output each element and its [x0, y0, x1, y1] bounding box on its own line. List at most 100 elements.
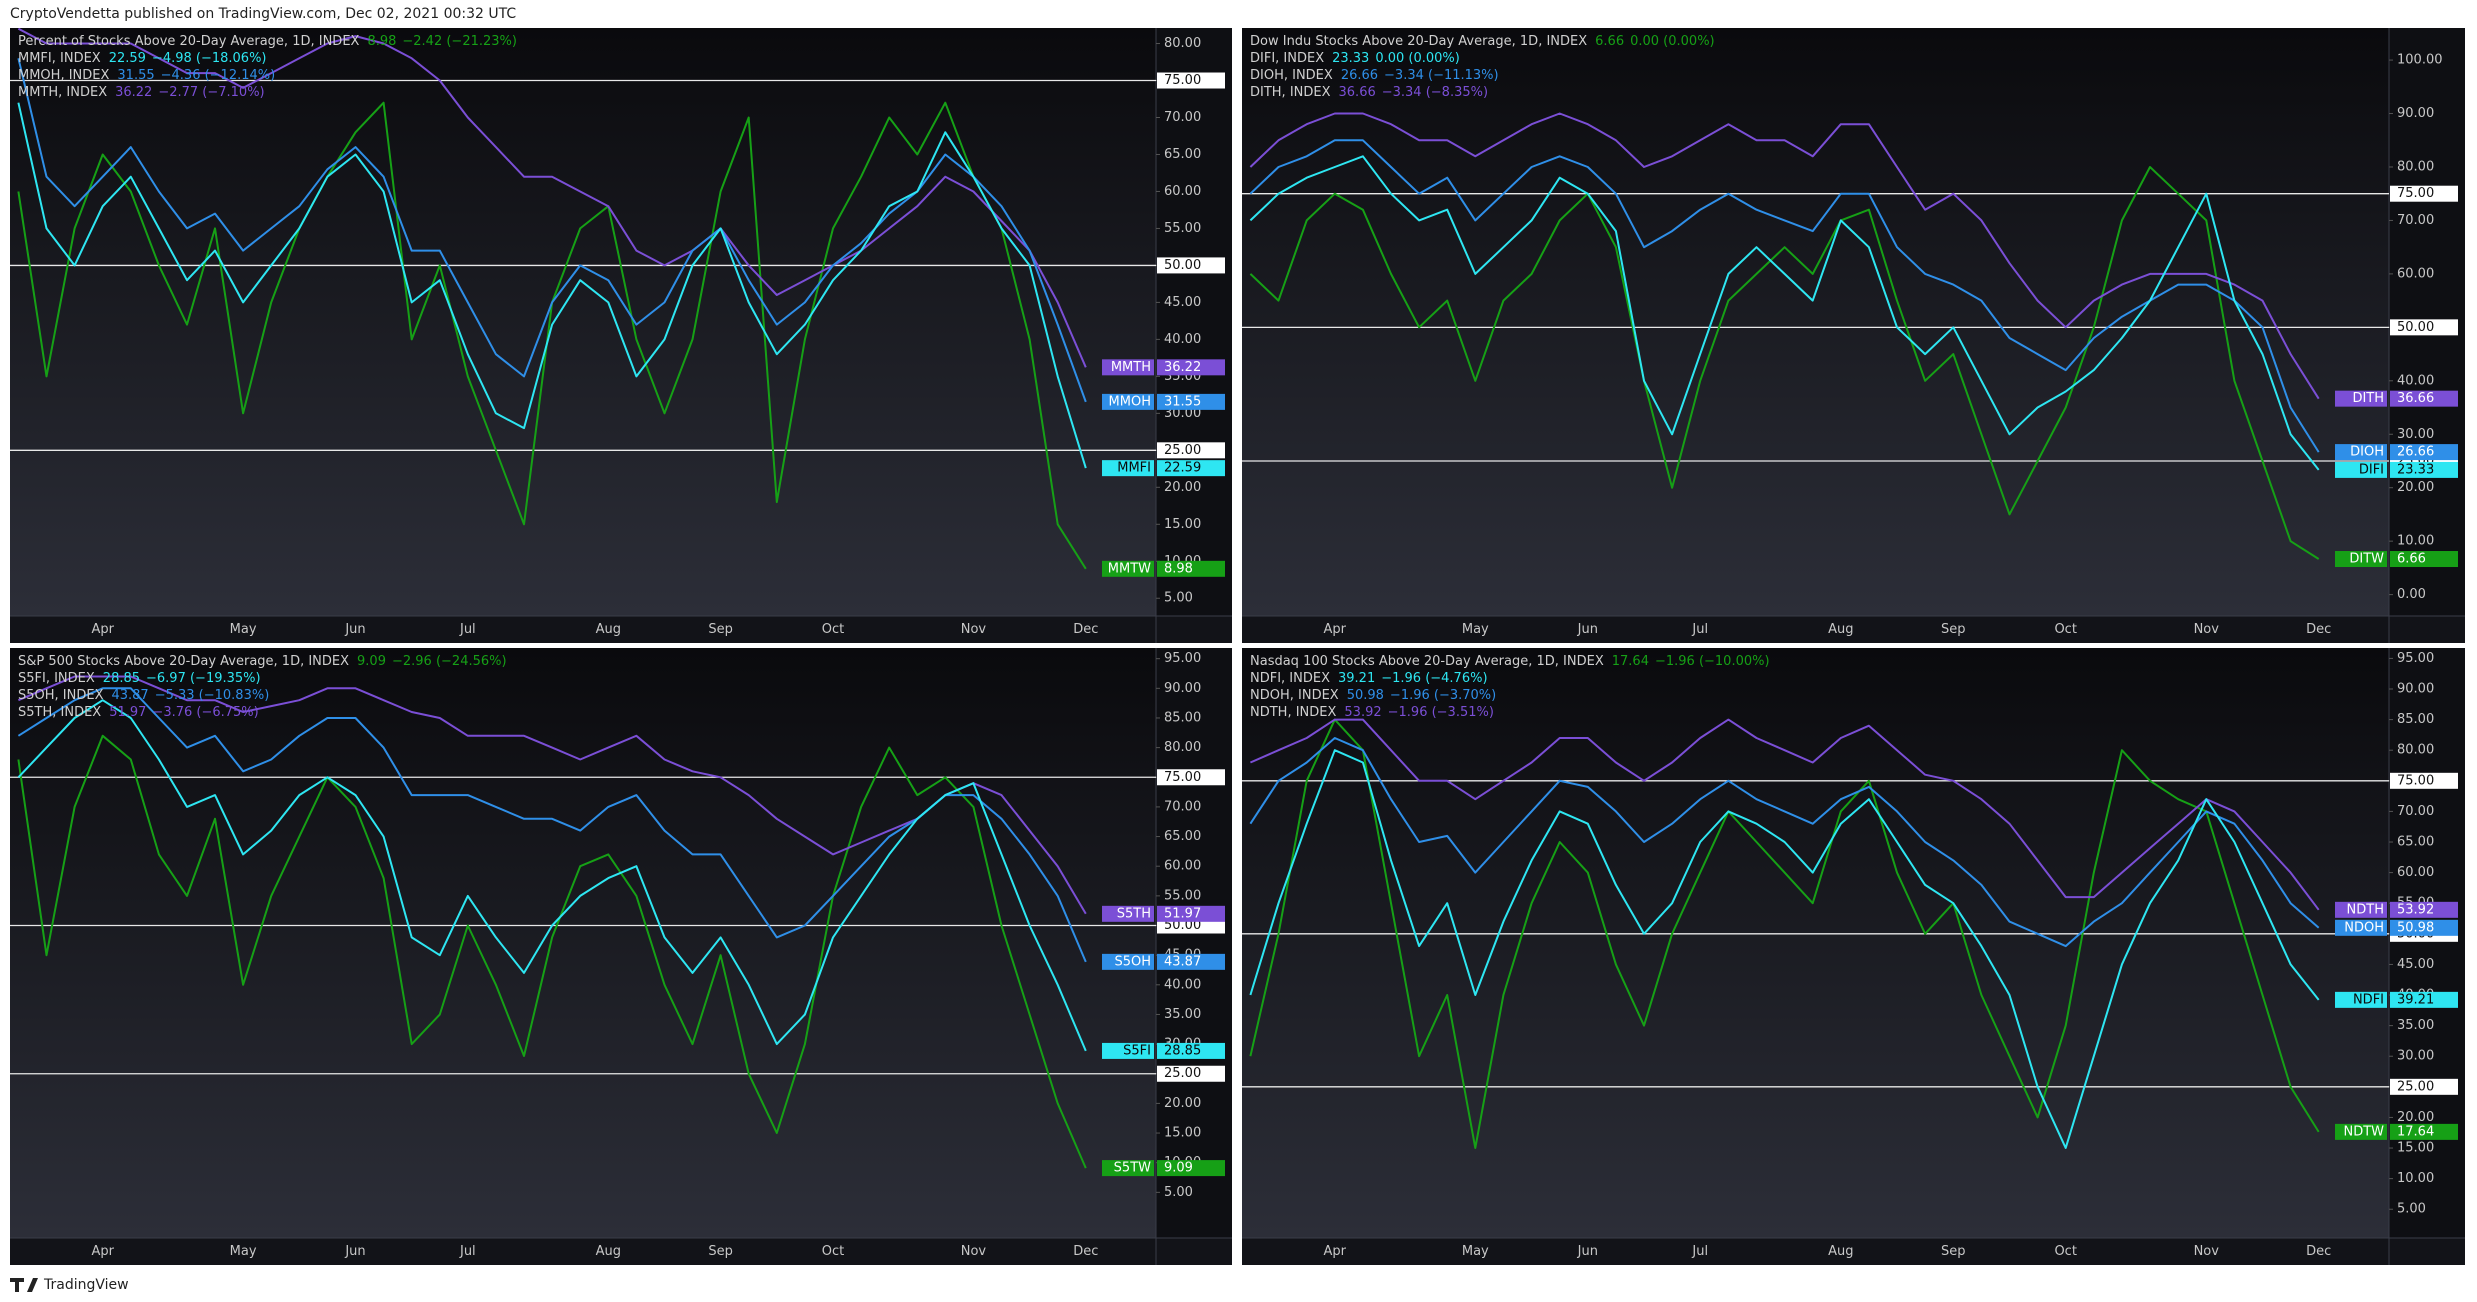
x-tick-label: Jul [1691, 622, 1708, 637]
legend-entry: NDOH, INDEX 50.98 −1.96 (−3.70%) [1250, 688, 1496, 703]
legend-change: −1.96 (−3.70%) [1390, 688, 1496, 703]
x-tick-label: May [1462, 622, 1489, 637]
series-line [1249, 112, 2320, 400]
y-tick-label: 60.00 [1164, 859, 1201, 874]
legend-change: −3.34 (−8.35%) [1382, 85, 1488, 100]
name-tag [2335, 461, 2387, 478]
name-tag [1102, 393, 1154, 410]
value-tag-label: 9.09 [1164, 1161, 1193, 1176]
series-line [18, 675, 1087, 915]
legend-value: 26.66 [1341, 68, 1378, 83]
plot-background [10, 28, 1156, 616]
legend-name: NDTH, INDEX [1250, 705, 1336, 720]
line-tag [1157, 769, 1225, 786]
legend-name: S5FI, INDEX [18, 671, 95, 686]
name-tag-label: MMTW [1108, 561, 1151, 576]
value-tag-label: 39.21 [2397, 992, 2434, 1007]
value-tag-label: 50.98 [2397, 920, 2434, 935]
y-tick-label: 0.00 [2397, 587, 2426, 602]
name-tag [1102, 460, 1154, 477]
legend-change: −4.98 (−18.06%) [152, 51, 267, 66]
y-tick-label: 70.00 [1164, 110, 1201, 125]
x-tick-label: Jun [1577, 622, 1598, 637]
line-tag-label: 50.00 [2397, 320, 2434, 335]
legend-value: 51.97 [109, 705, 146, 720]
line-tag-label: 75.00 [1164, 770, 1201, 785]
x-tick-label: Apr [1324, 622, 1347, 637]
legend-change: −1.96 (−10.00%) [1655, 654, 1770, 669]
time-axis [10, 1238, 1232, 1265]
value-tag [1157, 1160, 1225, 1177]
y-tick-label: 60.00 [2397, 266, 2434, 281]
legend-name: MMFI, INDEX [18, 51, 101, 66]
name-tag [2335, 390, 2387, 407]
legend-change: −6.97 (−19.35%) [146, 671, 261, 686]
legend-value: 50.98 [1347, 688, 1384, 703]
legend-change: −2.77 (−7.10%) [158, 85, 264, 100]
footer-logo [10, 1278, 38, 1292]
value-tag-label: 51.97 [1164, 906, 1201, 921]
name-tag-label: DITH [2352, 391, 2384, 406]
name-tag-label: DIOH [2350, 445, 2384, 460]
x-tick-label: Dec [1073, 622, 1098, 637]
value-tag-label: 36.66 [2397, 391, 2434, 406]
series-line [1249, 166, 2320, 560]
y-tick-label: 10.00 [2397, 534, 2434, 549]
line-tag-label: 25.00 [2397, 1079, 2434, 1094]
y-tick-label: 80.00 [2397, 159, 2434, 174]
legend-change: −5.33 (−10.83%) [155, 688, 270, 703]
chart-panel: 5.0010.0015.0020.0025.0030.0035.0040.004… [10, 648, 1232, 1265]
legend-entry: MMOH, INDEX 31.55 −4.36 (−12.14%) [18, 68, 275, 83]
y-tick-label: 65.00 [1164, 147, 1201, 162]
x-tick-label: Oct [2054, 1244, 2076, 1259]
name-tag-label: DITW [2349, 552, 2384, 567]
x-tick-label: Nov [2194, 622, 2220, 637]
x-tick-label: Oct [2054, 622, 2076, 637]
series-line [17, 687, 1087, 963]
name-tag-label: NDTH [2347, 902, 2384, 917]
legend-name: Percent of Stocks Above 20-Day Average, … [18, 34, 360, 49]
legend-value: 6.66 [1595, 34, 1624, 49]
series-line [1249, 737, 2320, 948]
name-tag-label: DIFI [2359, 462, 2384, 477]
y-tick-label: 65.00 [2397, 835, 2434, 850]
y-tick-label: 80.00 [2397, 743, 2434, 758]
plot-background [1242, 28, 2389, 616]
legend-name: NDOH, INDEX [1250, 688, 1339, 703]
y-tick-label: 90.00 [1164, 681, 1201, 696]
legend-name: S5OH, INDEX [18, 688, 104, 703]
line-tag [2390, 1078, 2458, 1095]
value-tag [1157, 359, 1225, 376]
y-tick-label: 60.00 [1164, 184, 1201, 199]
name-tag [1102, 905, 1154, 922]
y-tick-label: 35.00 [1164, 1007, 1201, 1022]
legend-entry: Nasdaq 100 Stocks Above 20-Day Average, … [1250, 654, 1770, 669]
legend-change: −1.96 (−4.76%) [1381, 671, 1487, 686]
legend-entry: DITH, INDEX 36.66 −3.34 (−8.35%) [1250, 85, 1488, 100]
legend-name: S5TH, INDEX [18, 705, 101, 720]
legend-value: 39.21 [1338, 671, 1375, 686]
y-tick-label: 80.00 [1164, 36, 1201, 51]
x-tick-label: Sep [1941, 622, 1966, 637]
name-tag-label: NDTW [2343, 1124, 2384, 1139]
name-tag [1102, 953, 1154, 970]
x-tick-label: Sep [708, 622, 733, 637]
x-tick-label: Jul [459, 622, 476, 637]
name-tag [1102, 1160, 1154, 1177]
x-tick-label: Dec [2306, 622, 2331, 637]
legend-value: 8.98 [367, 34, 396, 49]
value-tag-label: 17.64 [2397, 1124, 2434, 1139]
legend-change: −2.42 (−21.23%) [402, 34, 517, 49]
legend-name: S&P 500 Stocks Above 20-Day Average, 1D,… [18, 654, 349, 669]
x-tick-label: Aug [596, 1244, 621, 1259]
y-tick-label: 90.00 [2397, 106, 2434, 121]
x-tick-label: Sep [708, 1244, 733, 1259]
legend-name: NDFI, INDEX [1250, 671, 1330, 686]
publish-header: CryptoVendetta published on TradingView.… [10, 6, 516, 22]
line-tag [2390, 772, 2458, 789]
y-tick-label: 5.00 [1164, 1185, 1193, 1200]
name-tag [2335, 991, 2387, 1008]
legend-change: 0.00 (0.00%) [1630, 34, 1715, 49]
name-tag [2335, 1123, 2387, 1140]
name-tag-label: S5FI [1123, 1043, 1151, 1058]
